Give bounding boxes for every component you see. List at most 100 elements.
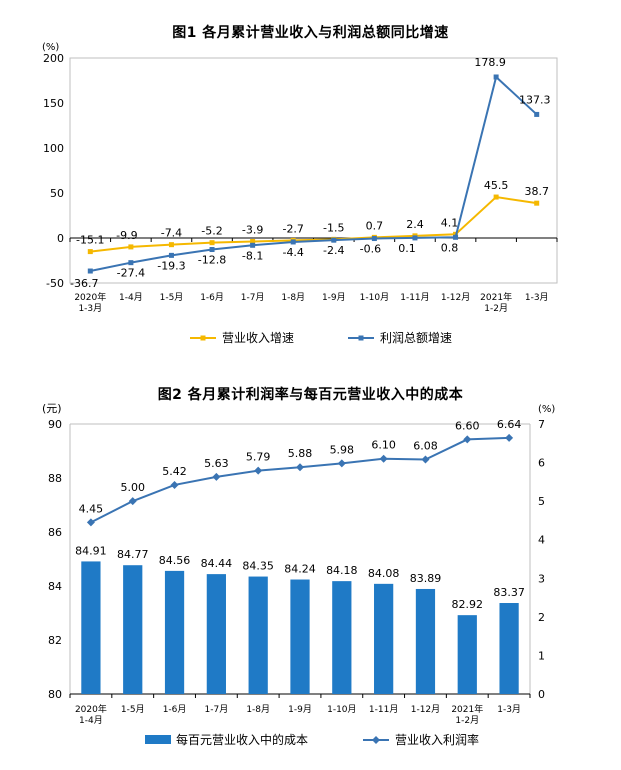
y-left-tick-label: 82 — [48, 634, 62, 647]
data-point — [412, 235, 418, 241]
profit-rate-point — [212, 472, 221, 481]
data-label: 0.7 — [366, 219, 384, 232]
data-label: -1.5 — [323, 221, 344, 234]
y-right-tick-label: 1 — [538, 649, 545, 662]
y-tick-label: 50 — [50, 187, 64, 200]
cost-bar — [415, 588, 436, 694]
bar-data-label: 84.56 — [159, 554, 191, 567]
cost-bar — [457, 615, 477, 694]
x-tick-label: 1-12月 — [441, 292, 470, 303]
cost-bar — [81, 561, 101, 694]
x-tick-label: 1-2月 — [484, 303, 508, 314]
profit-rate-point — [379, 454, 388, 463]
x-tick-label: 1-6月 — [200, 292, 224, 303]
bar-data-label: 84.08 — [368, 567, 400, 580]
x-tick-label: 1-8月 — [281, 292, 305, 303]
y-left-tick-label: 86 — [48, 526, 62, 539]
y-right-tick-label: 2 — [538, 611, 545, 624]
data-label: -0.6 — [360, 243, 381, 256]
x-tick-label: 1-4月 — [119, 292, 143, 303]
cost-bar — [499, 603, 519, 694]
legend-marker — [200, 335, 206, 341]
data-point — [371, 236, 377, 242]
data-label: -12.8 — [198, 254, 226, 267]
legend-label: 利润总额增速 — [380, 331, 452, 345]
profit-rate-point — [337, 459, 346, 468]
data-point — [331, 237, 337, 243]
x-tick-label: 1-3月 — [78, 303, 102, 314]
y-tick-label: 200 — [43, 52, 64, 65]
line-data-label: 5.63 — [204, 457, 229, 470]
data-label: 38.7 — [524, 185, 549, 198]
legend-line-marker — [372, 736, 380, 744]
x-tick-label: 1-12月 — [411, 704, 440, 715]
data-point — [534, 200, 540, 206]
data-label: -7.4 — [161, 227, 182, 240]
cost-bar — [164, 570, 185, 694]
data-label: -4.4 — [282, 246, 303, 259]
line-data-label: 5.79 — [246, 451, 271, 464]
y-right-tick-label: 4 — [538, 534, 545, 547]
cost-bar — [123, 565, 143, 694]
legend-marker — [358, 335, 364, 341]
cost-bar — [248, 576, 268, 694]
bar-data-label: 83.37 — [493, 586, 525, 599]
x-tick-label: 2020年 — [74, 291, 106, 303]
data-point — [209, 240, 215, 246]
plot-border — [69, 57, 558, 284]
x-tick-label: 1-9月 — [288, 704, 312, 715]
data-point — [453, 234, 459, 240]
y-right-tick-label: 0 — [538, 688, 545, 701]
x-tick-label: 1-11月 — [400, 292, 429, 303]
data-label: -15.1 — [76, 234, 104, 247]
y-right-unit-label: (%) — [538, 404, 555, 415]
cost-bar — [206, 574, 226, 694]
y-left-unit-label: (元) — [42, 402, 62, 415]
bar-data-label: 82.92 — [452, 598, 484, 611]
bar-data-label: 84.18 — [326, 564, 358, 577]
x-tick-label: 1-9月 — [322, 292, 346, 303]
data-label: 178.9 — [474, 56, 506, 69]
data-label: 4.1 — [441, 216, 459, 229]
line-data-label: 5.88 — [288, 447, 313, 460]
legend-bar-label: 每百元营业收入中的成本 — [176, 732, 308, 747]
x-tick-label: 1-4月 — [79, 715, 103, 726]
profit-rate-point — [86, 518, 95, 527]
y-tick-label: 100 — [43, 142, 64, 155]
cost-bar — [332, 581, 352, 694]
y-left-tick-label: 90 — [48, 418, 62, 431]
data-point — [250, 239, 256, 245]
figure2-title: 图2 各月累计利润率与每百元营业收入中的成本 — [157, 387, 464, 403]
data-label: -9.9 — [116, 229, 137, 242]
x-tick-label: 1-7月 — [205, 704, 229, 715]
y-left-tick-label: 84 — [48, 580, 62, 593]
data-point — [209, 247, 215, 253]
legend-label: 营业收入增速 — [222, 331, 294, 345]
data-point — [128, 244, 134, 250]
bar-data-label: 84.77 — [117, 548, 149, 561]
line-data-label: 4.45 — [79, 502, 104, 515]
line-data-label: 5.98 — [330, 443, 355, 456]
line-data-label: 6.10 — [371, 439, 396, 452]
y-tick-label: 0 — [57, 232, 64, 245]
profit-rate-point — [421, 455, 430, 464]
data-label: 0.8 — [441, 241, 459, 254]
legend-bar-swatch — [145, 735, 171, 744]
profit-rate-point — [128, 497, 137, 506]
figure1-title: 图1 各月累计营业收入与利润总额同比增速 — [172, 25, 449, 41]
bar-data-label: 84.24 — [284, 563, 316, 576]
line-data-label: 6.60 — [455, 419, 480, 432]
y-left-tick-label: 88 — [48, 472, 62, 485]
x-tick-label: 1-11月 — [369, 704, 398, 715]
x-tick-label: 2021年 — [480, 291, 512, 303]
series-line — [90, 75, 538, 273]
y-right-tick-label: 6 — [538, 457, 545, 470]
profit-rate-point — [170, 480, 179, 489]
legend-line-label: 营业收入利润率 — [395, 732, 479, 747]
data-label: -36.7 — [70, 277, 98, 290]
profit-rate-point — [296, 463, 304, 472]
data-point — [250, 242, 256, 248]
x-tick-label: 1-5月 — [121, 704, 145, 715]
y-tick-label: 150 — [43, 97, 64, 110]
data-label: -27.4 — [117, 267, 145, 280]
